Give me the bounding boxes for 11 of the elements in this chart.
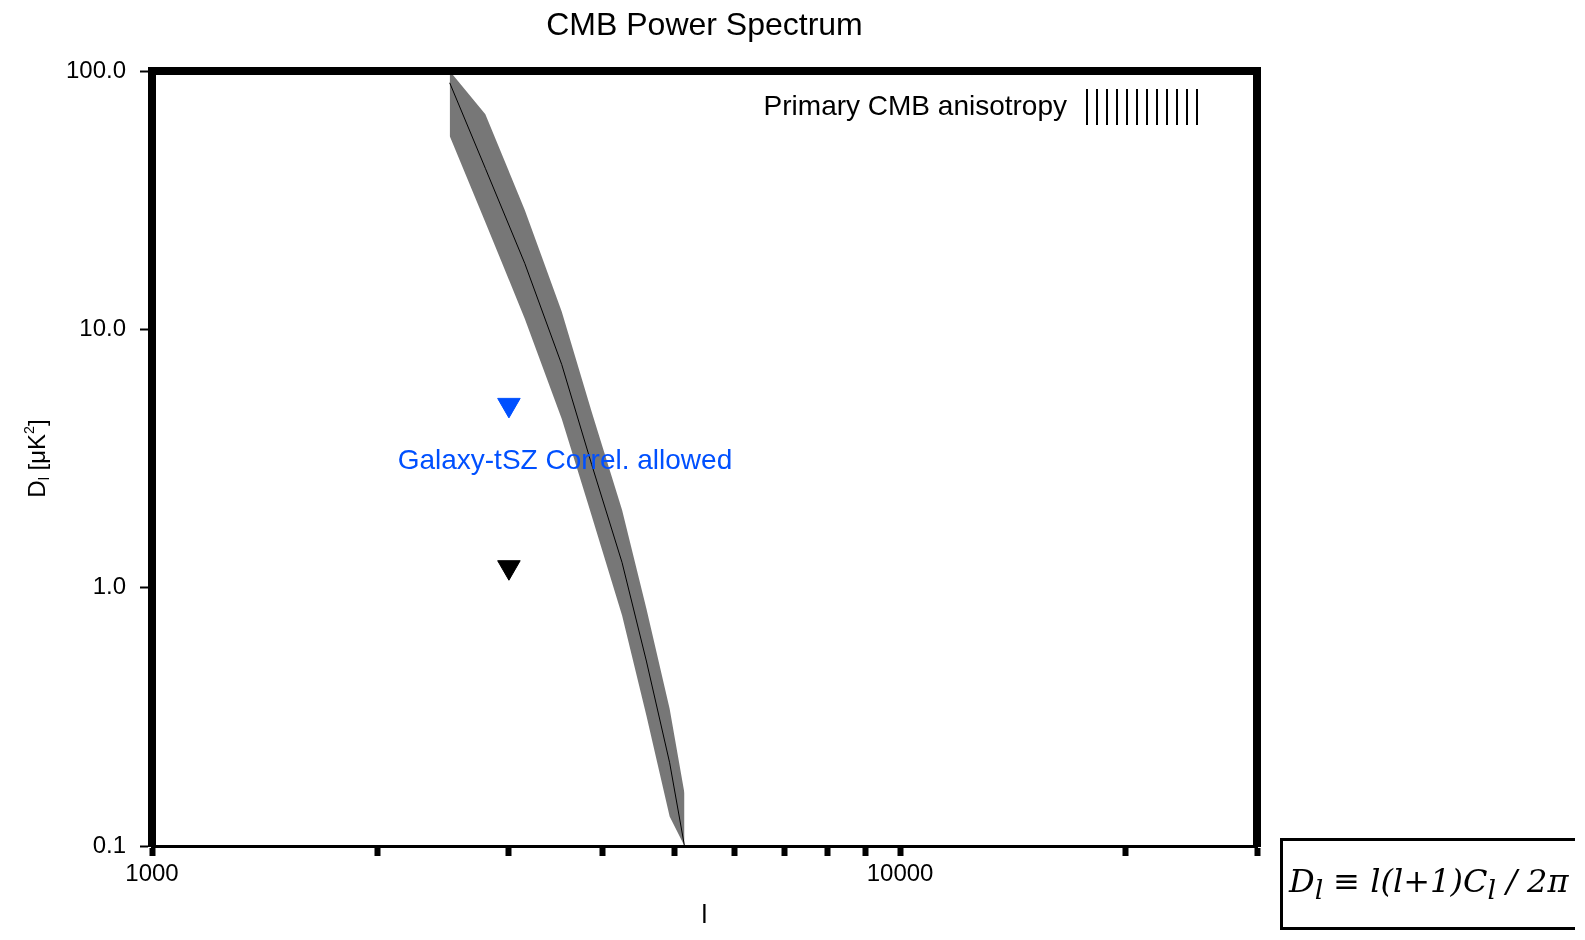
x-tick-label: 1000	[125, 859, 179, 887]
y-tick-label: 1.0	[92, 572, 126, 600]
y-tick-label: 0.1	[92, 830, 126, 858]
x-axis-title: l	[701, 899, 708, 930]
text: D$_{l}$ ≡ l(l+1)C$_{l}$ / 2π	[1289, 862, 1569, 906]
legend-label: Primary CMB anisotropy	[763, 89, 1067, 121]
x-tick-label: 10000	[866, 859, 934, 887]
y-tick-label: 100.0	[65, 55, 126, 83]
y-tick-label: 10.0	[79, 313, 126, 341]
y-axis-title: Dl [μK2]	[20, 419, 53, 498]
chart-title: CMB Power Spectrum	[546, 5, 863, 42]
